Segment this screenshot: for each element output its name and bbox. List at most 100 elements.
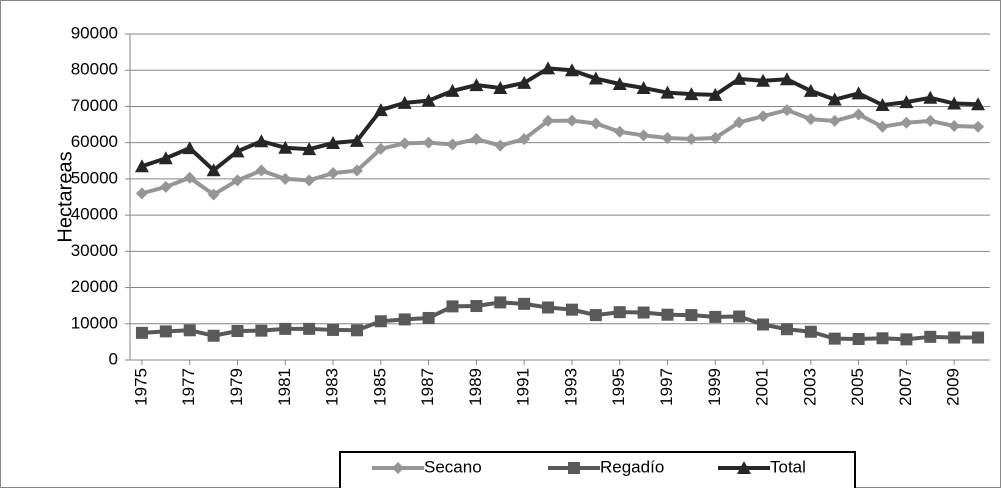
marker: [398, 313, 411, 326]
marker: [470, 133, 483, 146]
marker: [948, 120, 961, 133]
marker: [518, 297, 531, 310]
marker: [612, 76, 627, 90]
marker: [685, 309, 698, 322]
marker: [851, 86, 866, 100]
marker: [899, 95, 914, 109]
marker: [737, 461, 751, 474]
marker: [827, 92, 842, 106]
marker: [803, 83, 818, 97]
x-tick-label: 2003: [800, 368, 819, 406]
x-tick-label: 1999: [705, 368, 724, 406]
marker: [350, 164, 363, 177]
marker: [231, 325, 244, 338]
y-tick-label: 50000: [71, 168, 118, 187]
marker: [732, 71, 747, 85]
marker: [709, 131, 722, 144]
marker: [733, 310, 746, 323]
x-tick-label: 1979: [227, 368, 246, 406]
x-tick-label: 1997: [657, 368, 676, 406]
x-tick-label: 2009: [944, 368, 963, 406]
marker: [733, 116, 746, 129]
marker: [326, 136, 341, 150]
marker: [327, 323, 340, 336]
marker: [303, 174, 316, 187]
marker: [494, 296, 507, 309]
marker: [373, 103, 388, 117]
marker: [159, 180, 172, 193]
marker: [780, 323, 793, 336]
marker: [159, 325, 172, 338]
x-tick-label: 1987: [418, 368, 437, 406]
x-tick-label: 1981: [275, 368, 294, 406]
marker: [876, 120, 889, 133]
legend-box: [339, 451, 856, 493]
marker: [924, 330, 937, 343]
marker: [279, 172, 292, 185]
marker: [470, 300, 483, 313]
y-tick-label: 60000: [71, 132, 118, 151]
marker: [900, 333, 913, 346]
marker: [422, 311, 435, 324]
x-tick-label: 1975: [131, 368, 150, 406]
x-tick-label: 2007: [896, 368, 915, 406]
marker: [446, 138, 459, 151]
marker: [852, 332, 865, 345]
marker: [494, 139, 507, 152]
marker: [636, 80, 651, 94]
marker: [135, 187, 148, 200]
marker: [780, 104, 793, 117]
marker: [230, 144, 245, 158]
legend-label: Total: [770, 457, 806, 476]
marker: [327, 167, 340, 180]
marker: [852, 108, 865, 121]
y-tick-label: 10000: [71, 313, 118, 332]
marker: [493, 80, 508, 94]
marker: [804, 325, 817, 338]
marker: [302, 142, 317, 156]
x-tick-label: 1983: [323, 368, 342, 406]
legend-label: Regadío: [600, 457, 664, 476]
y-tick-label: 0: [109, 349, 118, 368]
marker: [255, 164, 268, 177]
x-tick-label: 1993: [561, 368, 580, 406]
marker: [183, 324, 196, 337]
marker: [684, 87, 699, 101]
marker: [541, 61, 556, 75]
marker: [685, 133, 698, 146]
marker: [134, 159, 149, 173]
x-tick-label: 1995: [609, 368, 628, 406]
marker: [206, 163, 221, 177]
marker: [589, 309, 602, 322]
y-tick-label: 80000: [71, 60, 118, 79]
marker: [875, 97, 890, 111]
y-tick-label: 30000: [71, 241, 118, 260]
marker: [972, 120, 985, 133]
marker: [613, 125, 626, 138]
series-line: [141, 66, 979, 173]
marker: [421, 93, 436, 107]
marker: [589, 117, 602, 130]
marker: [255, 324, 268, 337]
marker: [972, 331, 985, 344]
marker: [661, 131, 674, 144]
marker: [757, 318, 770, 331]
marker: [613, 306, 626, 319]
marker: [756, 73, 771, 87]
x-tick-label: 2001: [753, 368, 772, 406]
marker: [398, 137, 411, 150]
marker: [565, 114, 578, 127]
marker: [231, 174, 244, 187]
marker: [392, 462, 404, 474]
x-tick-label: 1977: [179, 368, 198, 406]
marker: [446, 300, 459, 313]
marker: [709, 310, 722, 323]
marker: [828, 114, 841, 127]
marker: [518, 133, 531, 146]
marker: [183, 171, 196, 184]
marker: [924, 114, 937, 127]
marker: [900, 116, 913, 129]
marker: [374, 315, 387, 328]
